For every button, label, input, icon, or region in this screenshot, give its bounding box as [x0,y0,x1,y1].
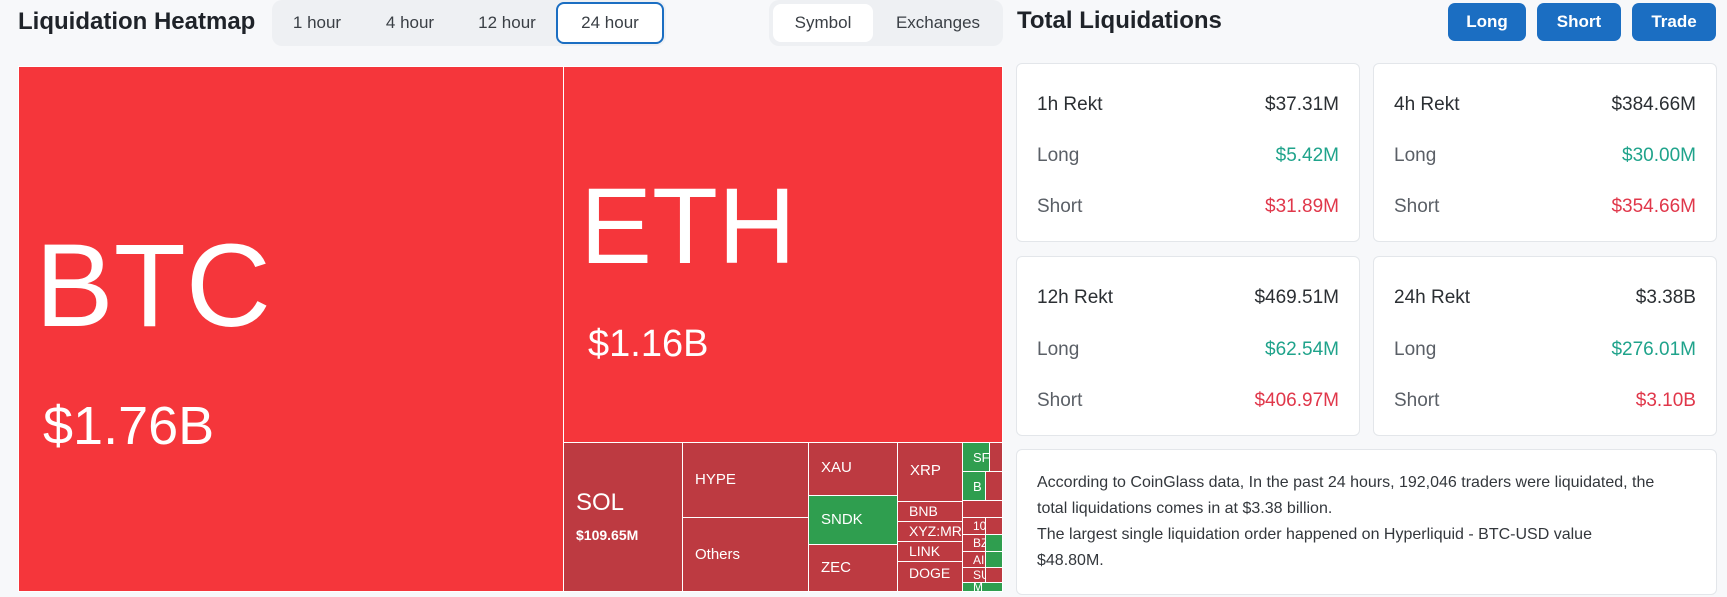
short-value: $31.89M [1265,196,1339,217]
short-value: $3.10B [1635,390,1696,411]
heatmap-cell-link[interactable]: LINK [897,541,963,562]
heatmap-cell-sf[interactable]: SF [962,442,990,472]
heatmap-cell-xyz-mr[interactable]: XYZ:MR [897,521,963,542]
cell-symbol: BTC [35,220,271,352]
cell-value: $1.76B [43,396,215,456]
trade-button[interactable]: Trade [1632,3,1716,41]
cell-symbol: Others [695,546,741,563]
cell-symbol: HYPE [695,471,736,488]
short-label: Short [1394,196,1440,217]
tab-12-hour[interactable]: 12 hour [478,13,536,32]
cell-symbol: XRP [910,462,941,479]
cell-symbol: DOGE [909,565,951,581]
tab-24-hour[interactable]: 24 hour [556,2,664,44]
long-label: Long [1394,339,1437,360]
cell-value: $1.16B [588,323,709,365]
heatmap-cell-tail-d[interactable] [985,517,1003,535]
heatmap-cell-tail-e[interactable] [985,534,1003,552]
heatmap-cell-hype[interactable]: HYPE [682,442,809,518]
cell-symbol: ETH [580,165,796,286]
rekt-total: $469.51M [1254,287,1339,308]
heatmap-cell-ai[interactable]: AI [962,551,986,568]
cell-value: $109.65M [576,527,639,543]
rekt-label: 12h Rekt [1037,287,1114,308]
heatmap-title: Liquidation Heatmap [18,8,256,35]
summary-line-4: $48.80M. [1037,552,1104,569]
heatmap-cell-tail-a[interactable] [989,442,1003,472]
heatmap-cell-bnb[interactable]: BNB [897,501,963,522]
long-label: Long [1037,145,1080,166]
summary-line-1: According to CoinGlass data, In the past… [1037,474,1655,491]
heatmap-cell-tail-g[interactable] [985,567,1003,583]
total-liquidations-title: Total Liquidations [1017,7,1222,34]
long-value: $30.00M [1622,145,1696,166]
tab-4-hour[interactable]: 4 hour [385,13,435,32]
rekt-label: 4h Rekt [1394,94,1460,115]
cell-symbol: 10 [973,519,986,533]
heatmap-cell-eth[interactable]: ETH $1.16B [563,66,1003,443]
rekt-card-1h: 1h Rekt $37.31M Long $5.42M Short $31.89… [1016,63,1360,242]
rekt-card-4h: 4h Rekt $384.66M Long $30.00M Short $354… [1373,63,1717,242]
rekt-card-12h: 12h Rekt $469.51M Long $62.54M Short $40… [1016,256,1360,436]
cell-symbol: SU [973,568,985,582]
cell-symbol: XAU [821,459,852,476]
short-label: Short [1037,196,1083,217]
long-button[interactable]: Long [1448,3,1526,41]
rekt-total: $37.31M [1265,94,1339,115]
summary-line-2: total liquidations comes in at $3.38 bil… [1037,500,1333,517]
cell-symbol: SOL [576,489,625,516]
short-value: $354.66M [1611,196,1696,217]
cell-symbol: SF [973,450,990,465]
heatmap-cell-tail-b[interactable] [985,471,1003,501]
heatmap-cell-10[interactable]: 10 [962,517,986,535]
long-label: Long [1037,339,1080,360]
tab-1-hour[interactable]: 1 hour [292,13,342,32]
heatmap-cell-sol[interactable]: SOL $109.65M [563,442,683,592]
long-label: Long [1394,145,1437,166]
heatmap-cell-b[interactable]: B [962,471,986,501]
rekt-card-24h: 24h Rekt $3.38B Long $276.01M Short $3.1… [1373,256,1717,436]
liquidation-summary-card: According to CoinGlass data, In the past… [1016,449,1717,595]
short-label: Short [1394,390,1440,411]
heatmap-cell-xrp[interactable]: XRP [897,442,963,502]
heatmap-cell-xau[interactable]: XAU [808,442,898,496]
cell-symbol: LINK [909,543,941,559]
cell-symbol: BZ [973,536,985,550]
heatmap-cell-others[interactable]: Others [682,517,809,592]
rekt-label: 1h Rekt [1037,94,1103,115]
heatmap-cell-sndk[interactable]: SNDK [808,495,898,545]
heatmap-cell-zec[interactable]: ZEC [808,544,898,592]
heatmap-cell-su[interactable]: SU [962,567,986,583]
cell-symbol: M [973,582,983,592]
heatmap-cell-tail-f[interactable] [985,551,1003,568]
liquidation-heatmap: BTC $1.76B ETH $1.16B SOL $109.65M HYPE … [18,66,1003,592]
cell-symbol: AI [973,553,985,567]
short-button[interactable]: Short [1537,3,1621,41]
heatmap-cell-doge[interactable]: DOGE [897,561,963,592]
short-label: Short [1037,390,1083,411]
cell-symbol: SNDK [821,511,863,528]
heatmap-cell-bz[interactable]: BZ [962,534,986,552]
group-mode-toggle: Symbol Exchanges [769,0,1003,46]
short-value: $406.97M [1254,390,1339,411]
cell-symbol: B [973,479,982,494]
cell-symbol: XYZ:MR [909,523,962,539]
rekt-total: $384.66M [1611,94,1696,115]
heatmap-cell-m[interactable]: M [962,582,1003,592]
long-value: $62.54M [1265,339,1339,360]
heatmap-cell-tail-c[interactable] [962,500,1003,518]
summary-line-3: The largest single liquidation order hap… [1037,526,1592,543]
cell-symbol: ZEC [821,559,851,576]
rekt-total: $3.38B [1635,287,1696,308]
timeframe-tabs: 1 hour 4 hour 12 hour 24 hour [272,0,666,46]
long-value: $276.01M [1611,339,1696,360]
mode-exchanges[interactable]: Exchanges [895,13,981,32]
cell-symbol: BNB [909,503,938,519]
long-value: $5.42M [1275,145,1339,166]
mode-symbol[interactable]: Symbol [773,4,873,42]
heatmap-cell-btc[interactable]: BTC $1.76B [18,66,564,592]
rekt-label: 24h Rekt [1394,287,1471,308]
